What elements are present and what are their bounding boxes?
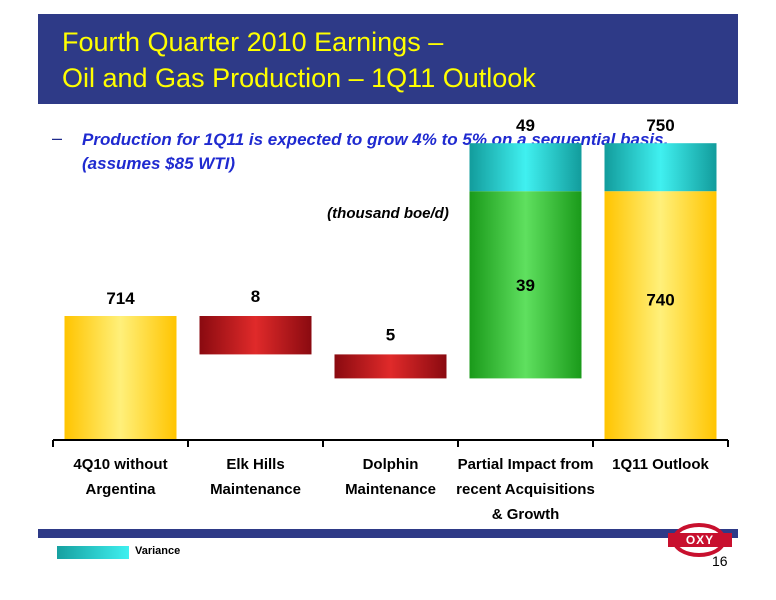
variance-label-4: 49 (516, 116, 535, 135)
bar-label-4: 39 (516, 276, 535, 295)
bar-5 (604, 191, 717, 440)
category-label-1-2: Argentina (85, 481, 156, 498)
title-bar (38, 14, 738, 104)
legend-label-variance: Variance (135, 545, 181, 557)
bar-label-5: 740 (646, 291, 674, 310)
bar-2 (199, 316, 312, 355)
bar-3 (334, 354, 447, 379)
variance-label-5: 750 (646, 116, 674, 135)
variance-bar-5 (604, 143, 717, 192)
bar-label-1: 714 (106, 289, 135, 308)
chart-unit-label: (thousand boe/d) (327, 205, 449, 222)
category-label-2-2: Maintenance (210, 481, 301, 498)
page-title-line-1: Fourth Quarter 2010 Earnings – (62, 27, 444, 57)
category-label-3-1: Dolphin (363, 456, 419, 473)
category-label-5-1: 1Q11 Outlook (612, 456, 709, 473)
bar-label-3: 5 (386, 325, 395, 344)
logo-text: OXY (668, 533, 732, 547)
bullet-dash: – (52, 128, 63, 148)
page-number: 16 (712, 553, 728, 569)
variance-bar-4 (469, 143, 582, 192)
category-label-1-1: 4Q10 without (73, 456, 167, 473)
legend-swatch-variance (57, 546, 129, 559)
bar-4 (469, 191, 582, 379)
category-label-4-3: & Growth (492, 506, 560, 523)
footer-divider (38, 529, 738, 538)
bar-label-2: 8 (251, 287, 260, 306)
page-title-line-2: Oil and Gas Production – 1Q11 Outlook (62, 63, 536, 93)
category-label-3-2: Maintenance (345, 481, 436, 498)
bar-1 (64, 316, 177, 440)
category-label-4-1: Partial Impact from (458, 456, 594, 473)
oxy-logo: OXY (668, 517, 732, 561)
category-label-4-2: recent Acquisitions (456, 481, 595, 498)
category-label-2-1: Elk Hills (226, 456, 284, 473)
